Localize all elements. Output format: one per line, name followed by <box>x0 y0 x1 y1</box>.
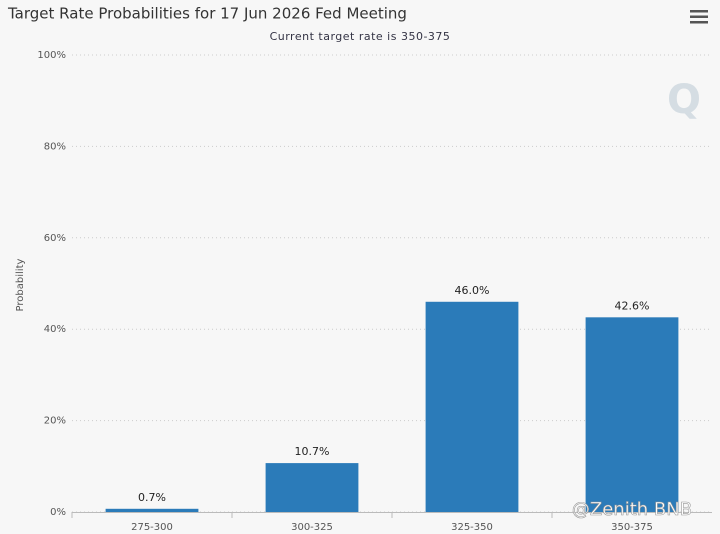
chart-title: Target Rate Probabilities for 17 Jun 202… <box>7 5 407 23</box>
y-axis-label: Probability <box>15 258 26 311</box>
x-tick-label: 300-325 <box>291 522 333 533</box>
y-tick-label: 60% <box>44 233 66 244</box>
data-label: 0.7% <box>138 491 166 504</box>
y-tick-label: 0% <box>50 507 66 518</box>
menu-icon[interactable] <box>690 10 708 24</box>
y-tick-label: 100% <box>37 50 66 61</box>
data-label: 10.7% <box>295 445 330 458</box>
bar <box>105 508 199 512</box>
y-tick-label: 80% <box>44 141 66 152</box>
bar <box>265 463 359 512</box>
data-label: 42.6% <box>615 299 650 312</box>
x-tick-label: 275-300 <box>131 522 173 533</box>
x-tick-label: 350-375 <box>611 522 653 533</box>
y-tick-label: 40% <box>44 324 66 335</box>
logo: Q <box>667 77 701 123</box>
chart-subtitle: Current target rate is 350-375 <box>270 30 451 43</box>
y-tick-label: 20% <box>44 416 66 427</box>
data-label: 46.0% <box>455 284 490 297</box>
bar <box>425 301 519 512</box>
bar <box>585 317 679 512</box>
watermark: @Zenith BNB <box>572 499 692 520</box>
x-tick-label: 325-350 <box>451 522 493 533</box>
